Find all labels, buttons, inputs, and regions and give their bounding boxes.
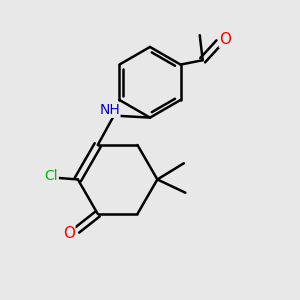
Text: O: O — [219, 32, 231, 47]
Text: Cl: Cl — [44, 169, 58, 184]
Text: NH: NH — [99, 103, 120, 117]
Text: O: O — [63, 226, 75, 241]
